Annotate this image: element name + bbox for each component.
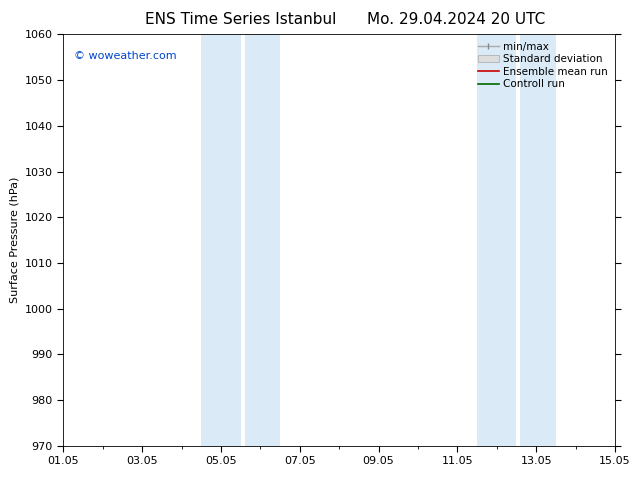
Text: Mo. 29.04.2024 20 UTC: Mo. 29.04.2024 20 UTC — [367, 12, 546, 27]
Y-axis label: Surface Pressure (hPa): Surface Pressure (hPa) — [10, 177, 19, 303]
Bar — [521, 34, 556, 446]
Text: © woweather.com: © woweather.com — [74, 51, 177, 61]
Bar — [245, 34, 280, 446]
Bar — [477, 34, 517, 446]
Bar — [202, 34, 241, 446]
Text: ENS Time Series Istanbul: ENS Time Series Istanbul — [145, 12, 337, 27]
Legend: min/max, Standard deviation, Ensemble mean run, Controll run: min/max, Standard deviation, Ensemble me… — [476, 40, 610, 92]
